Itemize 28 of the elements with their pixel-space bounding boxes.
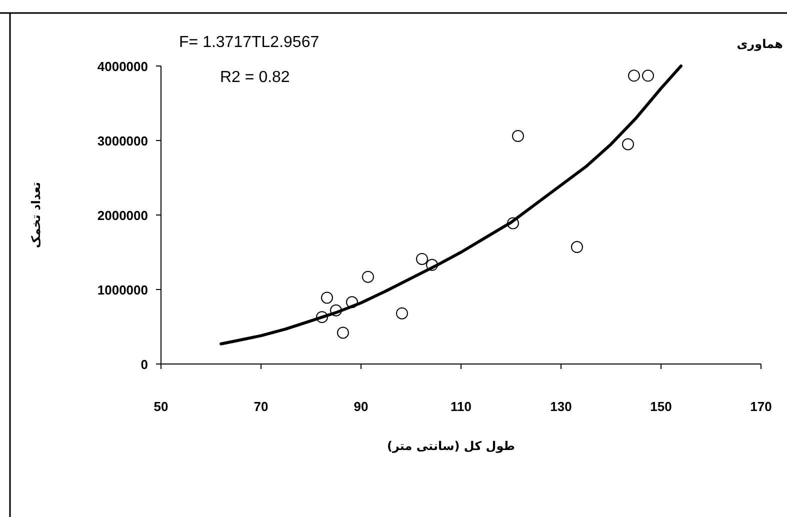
y-axis-title: تعداد تخمک [29,182,43,248]
x-tick-label: 170 [750,399,772,414]
x-tick-label: 130 [550,399,572,414]
point [622,138,634,150]
x-axis-title: طول کل (سانتی متر) [386,439,516,453]
point [416,252,428,265]
annotation: R2 = 0.82 [220,69,290,86]
x-tick-label: 150 [650,399,672,414]
x-tick-label: 70 [254,399,268,414]
point [337,326,349,339]
x-tick-label: 90 [354,399,368,414]
point [321,292,333,304]
y-tick-label: 4000000 [97,59,148,74]
x-tick-label: 110 [450,399,472,414]
y-tick-label: 1000000 [97,282,148,298]
point [642,70,654,82]
line-series [220,64,682,346]
y-tick-label: 2000000 [97,208,148,223]
point [571,241,583,254]
y-tick-label: 0 [140,357,148,372]
chart-title: هماوری [736,37,783,51]
x-tick-label: 50 [154,399,168,414]
point [396,307,408,320]
y-tick-label: 3000000 [97,134,148,148]
text: F= 1.3717TL2.9567 [179,34,320,51]
point [362,270,374,283]
point [628,70,640,82]
point [512,130,524,142]
